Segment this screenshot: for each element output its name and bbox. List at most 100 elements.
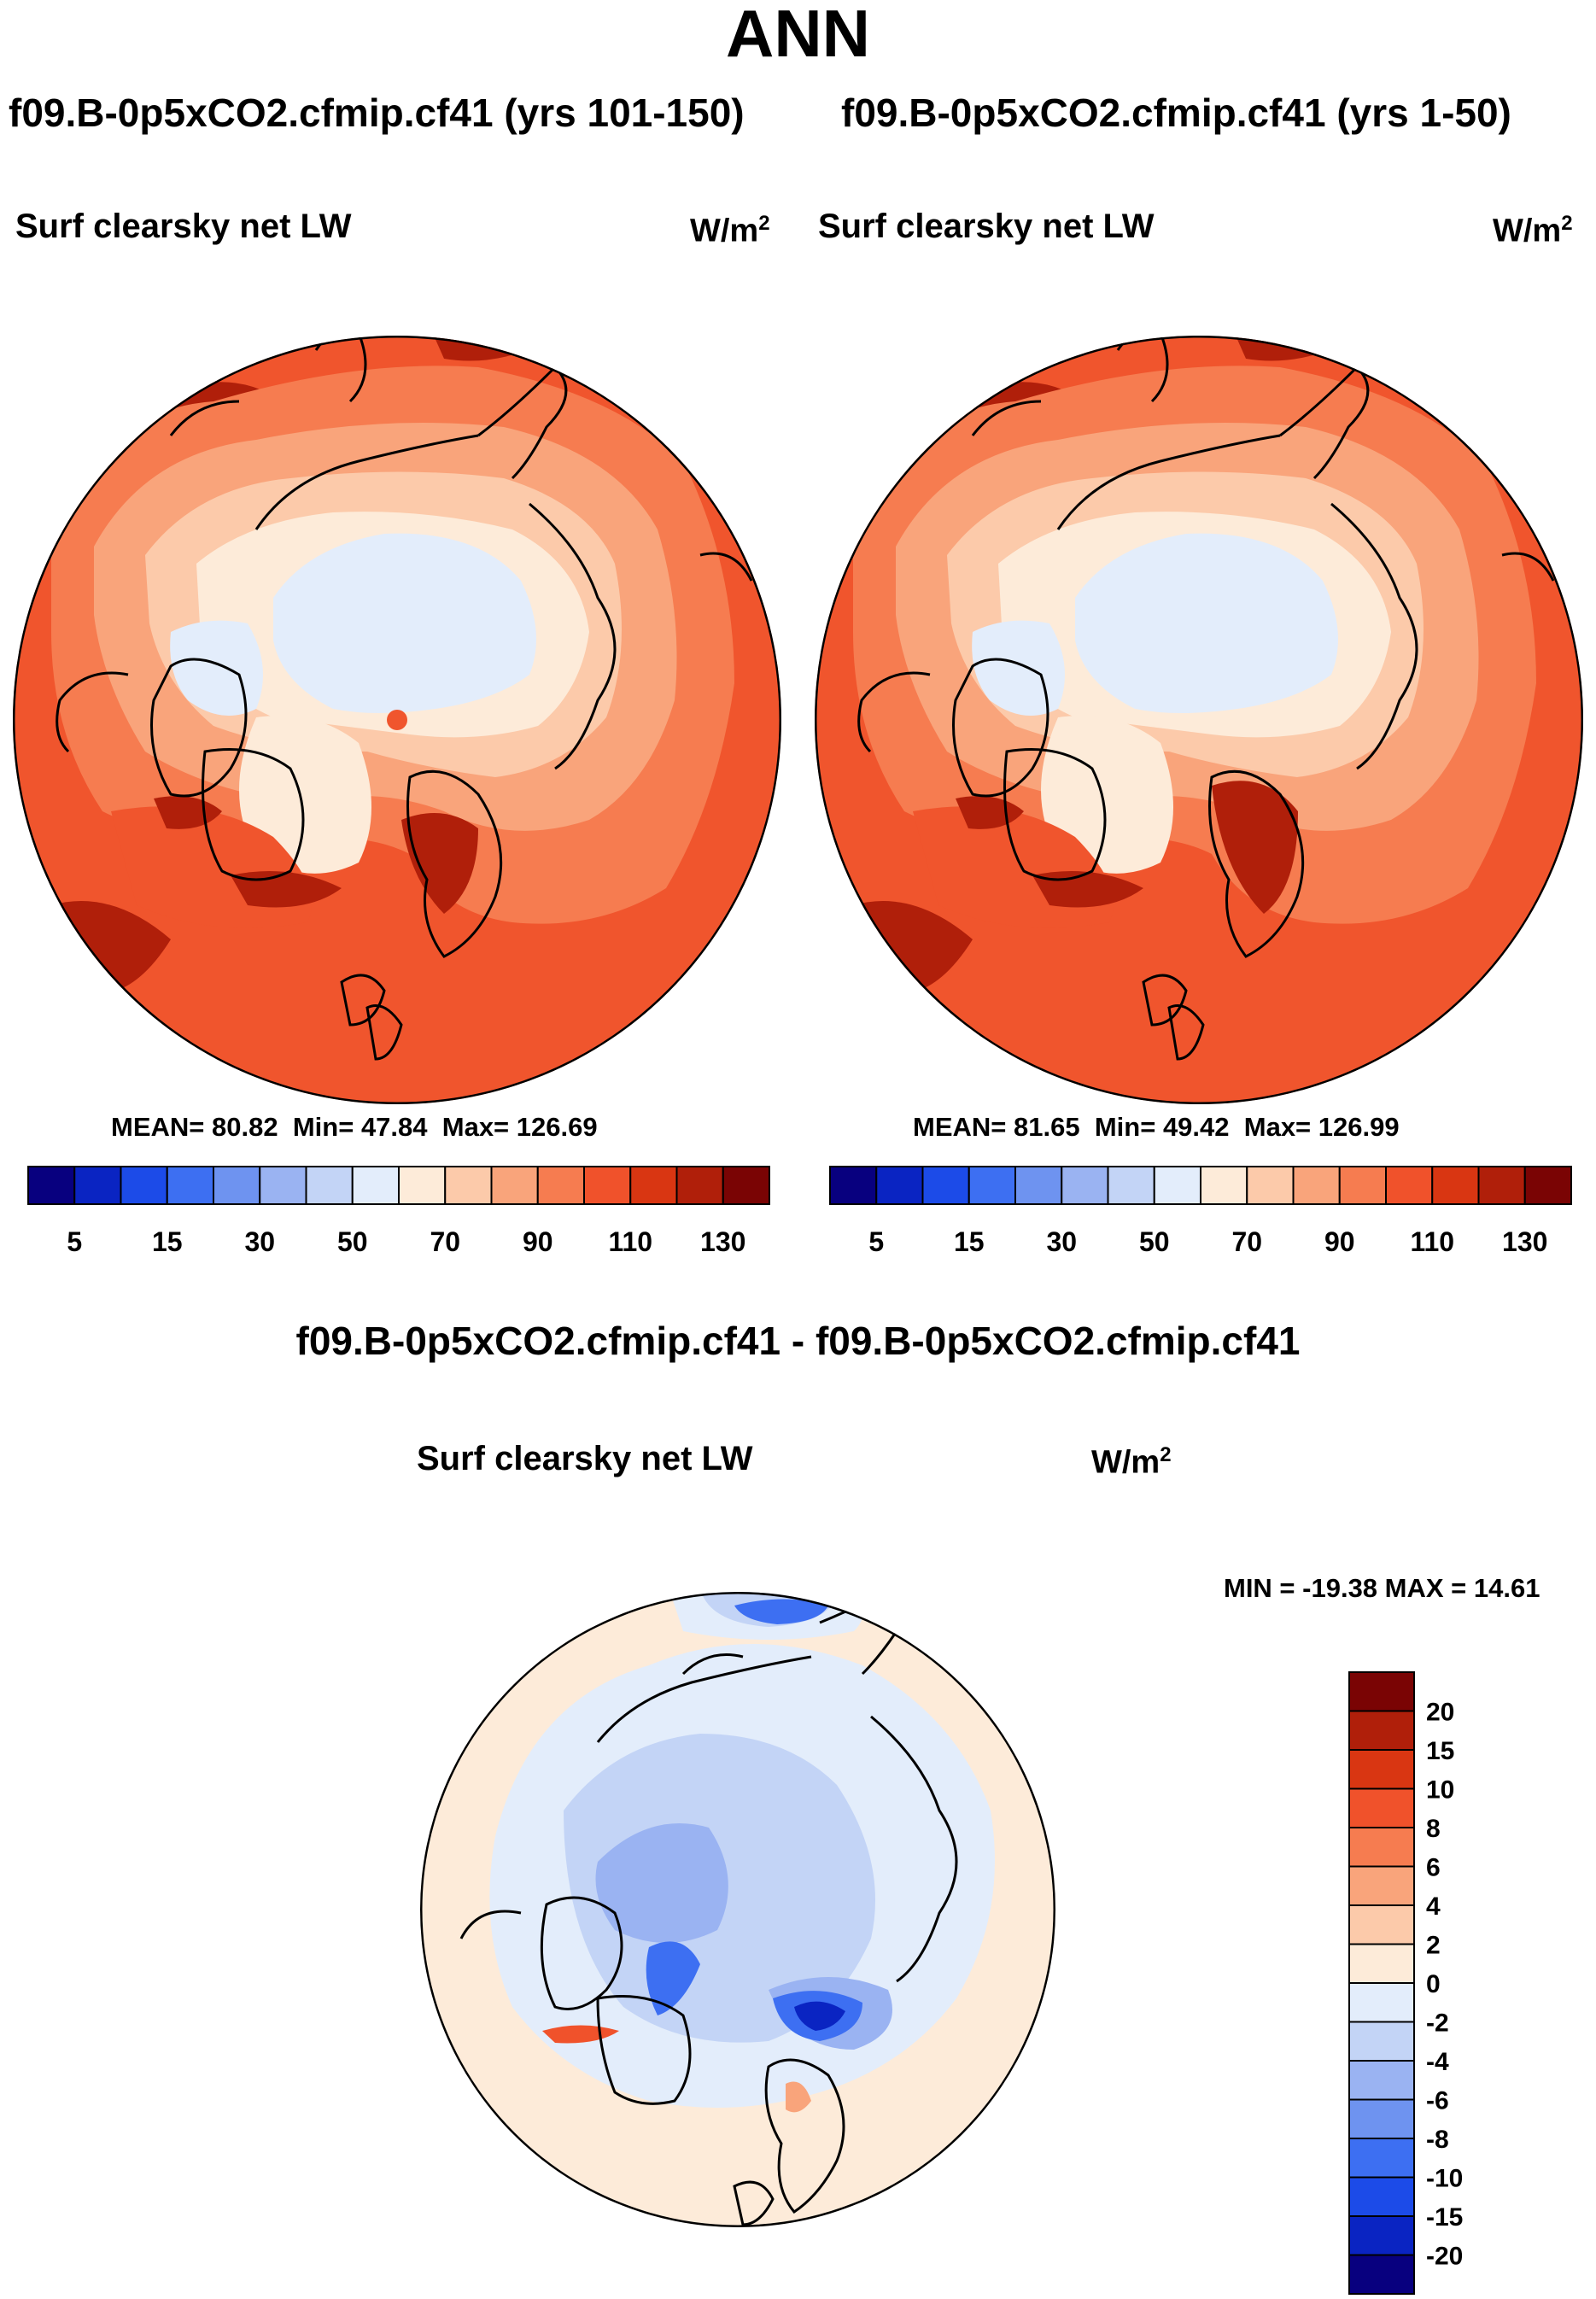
right-case-title: f09.B-0p5xCO2.cfmip.cf41 (yrs 1-50) xyxy=(841,91,1511,135)
left-case-title: f09.B-0p5xCO2.cfmip.cf41 (yrs 101-150) xyxy=(9,91,745,135)
diff-units-exp: 2 xyxy=(1160,1443,1172,1466)
coastline xyxy=(952,658,1049,798)
main-title: ANN xyxy=(726,0,870,71)
right-colorbar-swatch xyxy=(1338,1166,1387,1205)
coastline xyxy=(56,671,129,753)
coastline xyxy=(1208,769,1305,958)
left-colorbar: 5 15 30 50 70 90 110 130 xyxy=(27,1166,770,1257)
left-colorbar-tick-label: 30 xyxy=(244,1226,275,1257)
diff-colorbar-tick-label: -4 xyxy=(1426,2048,1449,2076)
diff-units: W/m2 xyxy=(1091,1443,1172,1482)
right-min-label: Min= xyxy=(1094,1112,1156,1142)
left-colorbar-tick-label: 110 xyxy=(608,1226,652,1257)
right-colorbar-tick-label: 15 xyxy=(954,1226,985,1257)
right-polar-map xyxy=(815,336,1583,1104)
left-colorbar-tick-label: 130 xyxy=(700,1226,745,1257)
coastline xyxy=(1279,365,1370,480)
coastline xyxy=(764,2058,845,2214)
left-units-text: W/m xyxy=(690,213,759,249)
left-colorbar-swatch xyxy=(305,1166,354,1205)
left-colorbar-swatch xyxy=(629,1166,678,1205)
right-colorbar-swatch xyxy=(875,1166,924,1205)
left-colorbar-swatch xyxy=(166,1166,214,1205)
left-min-value: 47.84 xyxy=(360,1112,428,1142)
left-units-exp: 2 xyxy=(758,212,770,235)
coastline xyxy=(477,365,568,480)
left-polar-map xyxy=(13,336,781,1104)
map-region-c-dark xyxy=(1229,336,1348,361)
right-max-value: 126.99 xyxy=(1318,1112,1400,1142)
coastline xyxy=(254,434,479,530)
left-colorbar-swatch xyxy=(722,1166,770,1205)
map-region-c-dark xyxy=(427,336,547,361)
right-colorbar-swatch xyxy=(968,1166,1016,1205)
coastline xyxy=(1501,552,1555,582)
difference-polar-map xyxy=(420,1592,1055,2227)
right-colorbar-swatch xyxy=(1200,1166,1248,1205)
difference-coastlines xyxy=(459,1592,958,2226)
diff-colorbar-tick-label: -15 xyxy=(1426,2203,1463,2232)
left-colorbar-swatch xyxy=(398,1166,447,1205)
diff-colorbar-swatch xyxy=(1348,1943,1415,1984)
diff-colorbar-swatch xyxy=(1348,2215,1415,2256)
coastline xyxy=(406,769,503,958)
coastline xyxy=(596,1995,692,2105)
coastline xyxy=(1056,434,1281,530)
left-colorbar-swatch xyxy=(120,1166,168,1205)
diff-colorbar-tick-label: -8 xyxy=(1426,2126,1449,2154)
right-colorbar-swatch xyxy=(921,1166,970,1205)
map-region-c-ice xyxy=(170,620,263,716)
diff-colorbar-swatch xyxy=(1348,1904,1415,1945)
right-colorbar-swatch xyxy=(1385,1166,1434,1205)
diff-colorbar-swatch xyxy=(1348,1827,1415,1868)
diff-colorbar-tick-label: -20 xyxy=(1426,2243,1463,2271)
diff-colorbar-swatch xyxy=(1348,1749,1415,1790)
left-colorbar-swatch xyxy=(675,1166,724,1205)
diff-colorbar-swatch xyxy=(1348,1671,1415,1712)
right-colorbar-tick-label: 50 xyxy=(1139,1226,1170,1257)
right-max-label: Max= xyxy=(1243,1112,1312,1142)
diff-colorbar-swatch xyxy=(1348,2254,1415,2295)
map-region-c-pale xyxy=(1041,716,1173,874)
map-region-c-ice xyxy=(1075,533,1338,713)
coastline xyxy=(1167,1004,1205,1061)
right-colorbar-tick-label: 70 xyxy=(1231,1226,1262,1257)
right-mean-label: MEAN= xyxy=(913,1112,1007,1142)
diff-colorbar-tick-label: 4 xyxy=(1426,1892,1441,1921)
right-colorbar-swatch xyxy=(829,1166,878,1205)
diff-colorbar-tick-label: 6 xyxy=(1426,1854,1441,1882)
map-region-c-ice xyxy=(273,533,536,713)
left-variable-title: Surf clearsky net LW xyxy=(15,208,352,245)
map-region-d-l4 xyxy=(734,1599,828,1624)
left-colorbar-tick-label: 50 xyxy=(337,1226,368,1257)
left-colorbar-tick-label: 70 xyxy=(430,1226,460,1257)
diff-colorbar-swatch xyxy=(1348,2176,1415,2217)
coastline xyxy=(971,400,1042,436)
left-colorbar-swatch xyxy=(444,1166,493,1205)
diff-colorbar-tick-label: 2 xyxy=(1426,1932,1441,1960)
coastline xyxy=(733,2180,775,2226)
diff-colorbar-tick-label: -6 xyxy=(1426,2087,1449,2115)
map-region-d-l3 xyxy=(595,1823,728,1943)
diff-colorbar-swatch xyxy=(1348,1865,1415,1906)
coastline xyxy=(459,1910,522,1939)
left-max-value: 126.69 xyxy=(516,1112,598,1142)
right-colorbar-swatch xyxy=(1246,1166,1295,1205)
right-colorbar-swatch xyxy=(1523,1166,1572,1205)
right-colorbar-swatch xyxy=(1292,1166,1341,1205)
left-colorbar-tick-label: 5 xyxy=(67,1226,82,1257)
coastline xyxy=(529,502,617,770)
diff-colorbar-swatch xyxy=(1348,2021,1415,2062)
map-region-c-outer xyxy=(387,710,407,730)
diff-colorbar-tick-label: -2 xyxy=(1426,2009,1449,2038)
right-coastlines xyxy=(857,336,1555,1061)
diff-colorbar-tick-label: 8 xyxy=(1426,1815,1441,1843)
right-colorbar-swatch xyxy=(1431,1166,1480,1205)
coastline xyxy=(1330,502,1418,770)
coastline xyxy=(340,974,386,1027)
coastline xyxy=(150,658,248,798)
diff-colorbar-tick-label: 15 xyxy=(1426,1737,1454,1765)
map-region-c-dark xyxy=(401,813,478,914)
left-colorbar-swatch xyxy=(536,1166,585,1205)
